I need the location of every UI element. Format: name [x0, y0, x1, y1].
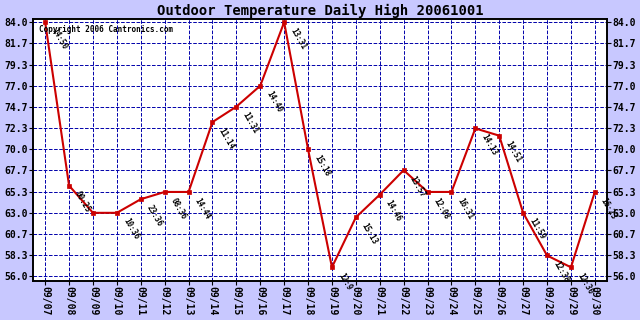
Text: 00:25: 00:25: [73, 190, 93, 214]
Text: 12:38: 12:38: [551, 260, 570, 284]
Text: 15:13: 15:13: [360, 221, 380, 246]
Text: 14:46: 14:46: [384, 199, 403, 223]
Text: 10:36: 10:36: [121, 217, 140, 242]
Text: Copyright 2006 Cantronics.com: Copyright 2006 Cantronics.com: [39, 25, 173, 34]
Text: 14:50: 14:50: [49, 26, 68, 51]
Text: 12:9: 12:9: [336, 271, 353, 292]
Text: 16:23: 16:23: [599, 196, 618, 221]
Text: 14:40: 14:40: [264, 90, 284, 115]
Text: 23:36: 23:36: [145, 204, 164, 228]
Text: 16:31: 16:31: [456, 196, 475, 221]
Text: 08:36: 08:36: [169, 196, 188, 221]
Text: 14:44: 14:44: [193, 196, 212, 221]
Text: 13:31: 13:31: [288, 26, 308, 51]
Text: 13:57: 13:57: [408, 174, 427, 199]
Text: 12:30: 12:30: [575, 271, 595, 296]
Text: 14:51: 14:51: [504, 140, 523, 164]
Text: 15:18: 15:18: [312, 154, 332, 178]
Text: 11:14: 11:14: [216, 126, 236, 151]
Text: 11:31: 11:31: [241, 111, 260, 135]
Text: 11:59: 11:59: [527, 217, 547, 242]
Title: Outdoor Temperature Daily High 20061001: Outdoor Temperature Daily High 20061001: [157, 4, 483, 18]
Text: 14:13: 14:13: [479, 132, 499, 157]
Text: 12:08: 12:08: [432, 196, 451, 221]
